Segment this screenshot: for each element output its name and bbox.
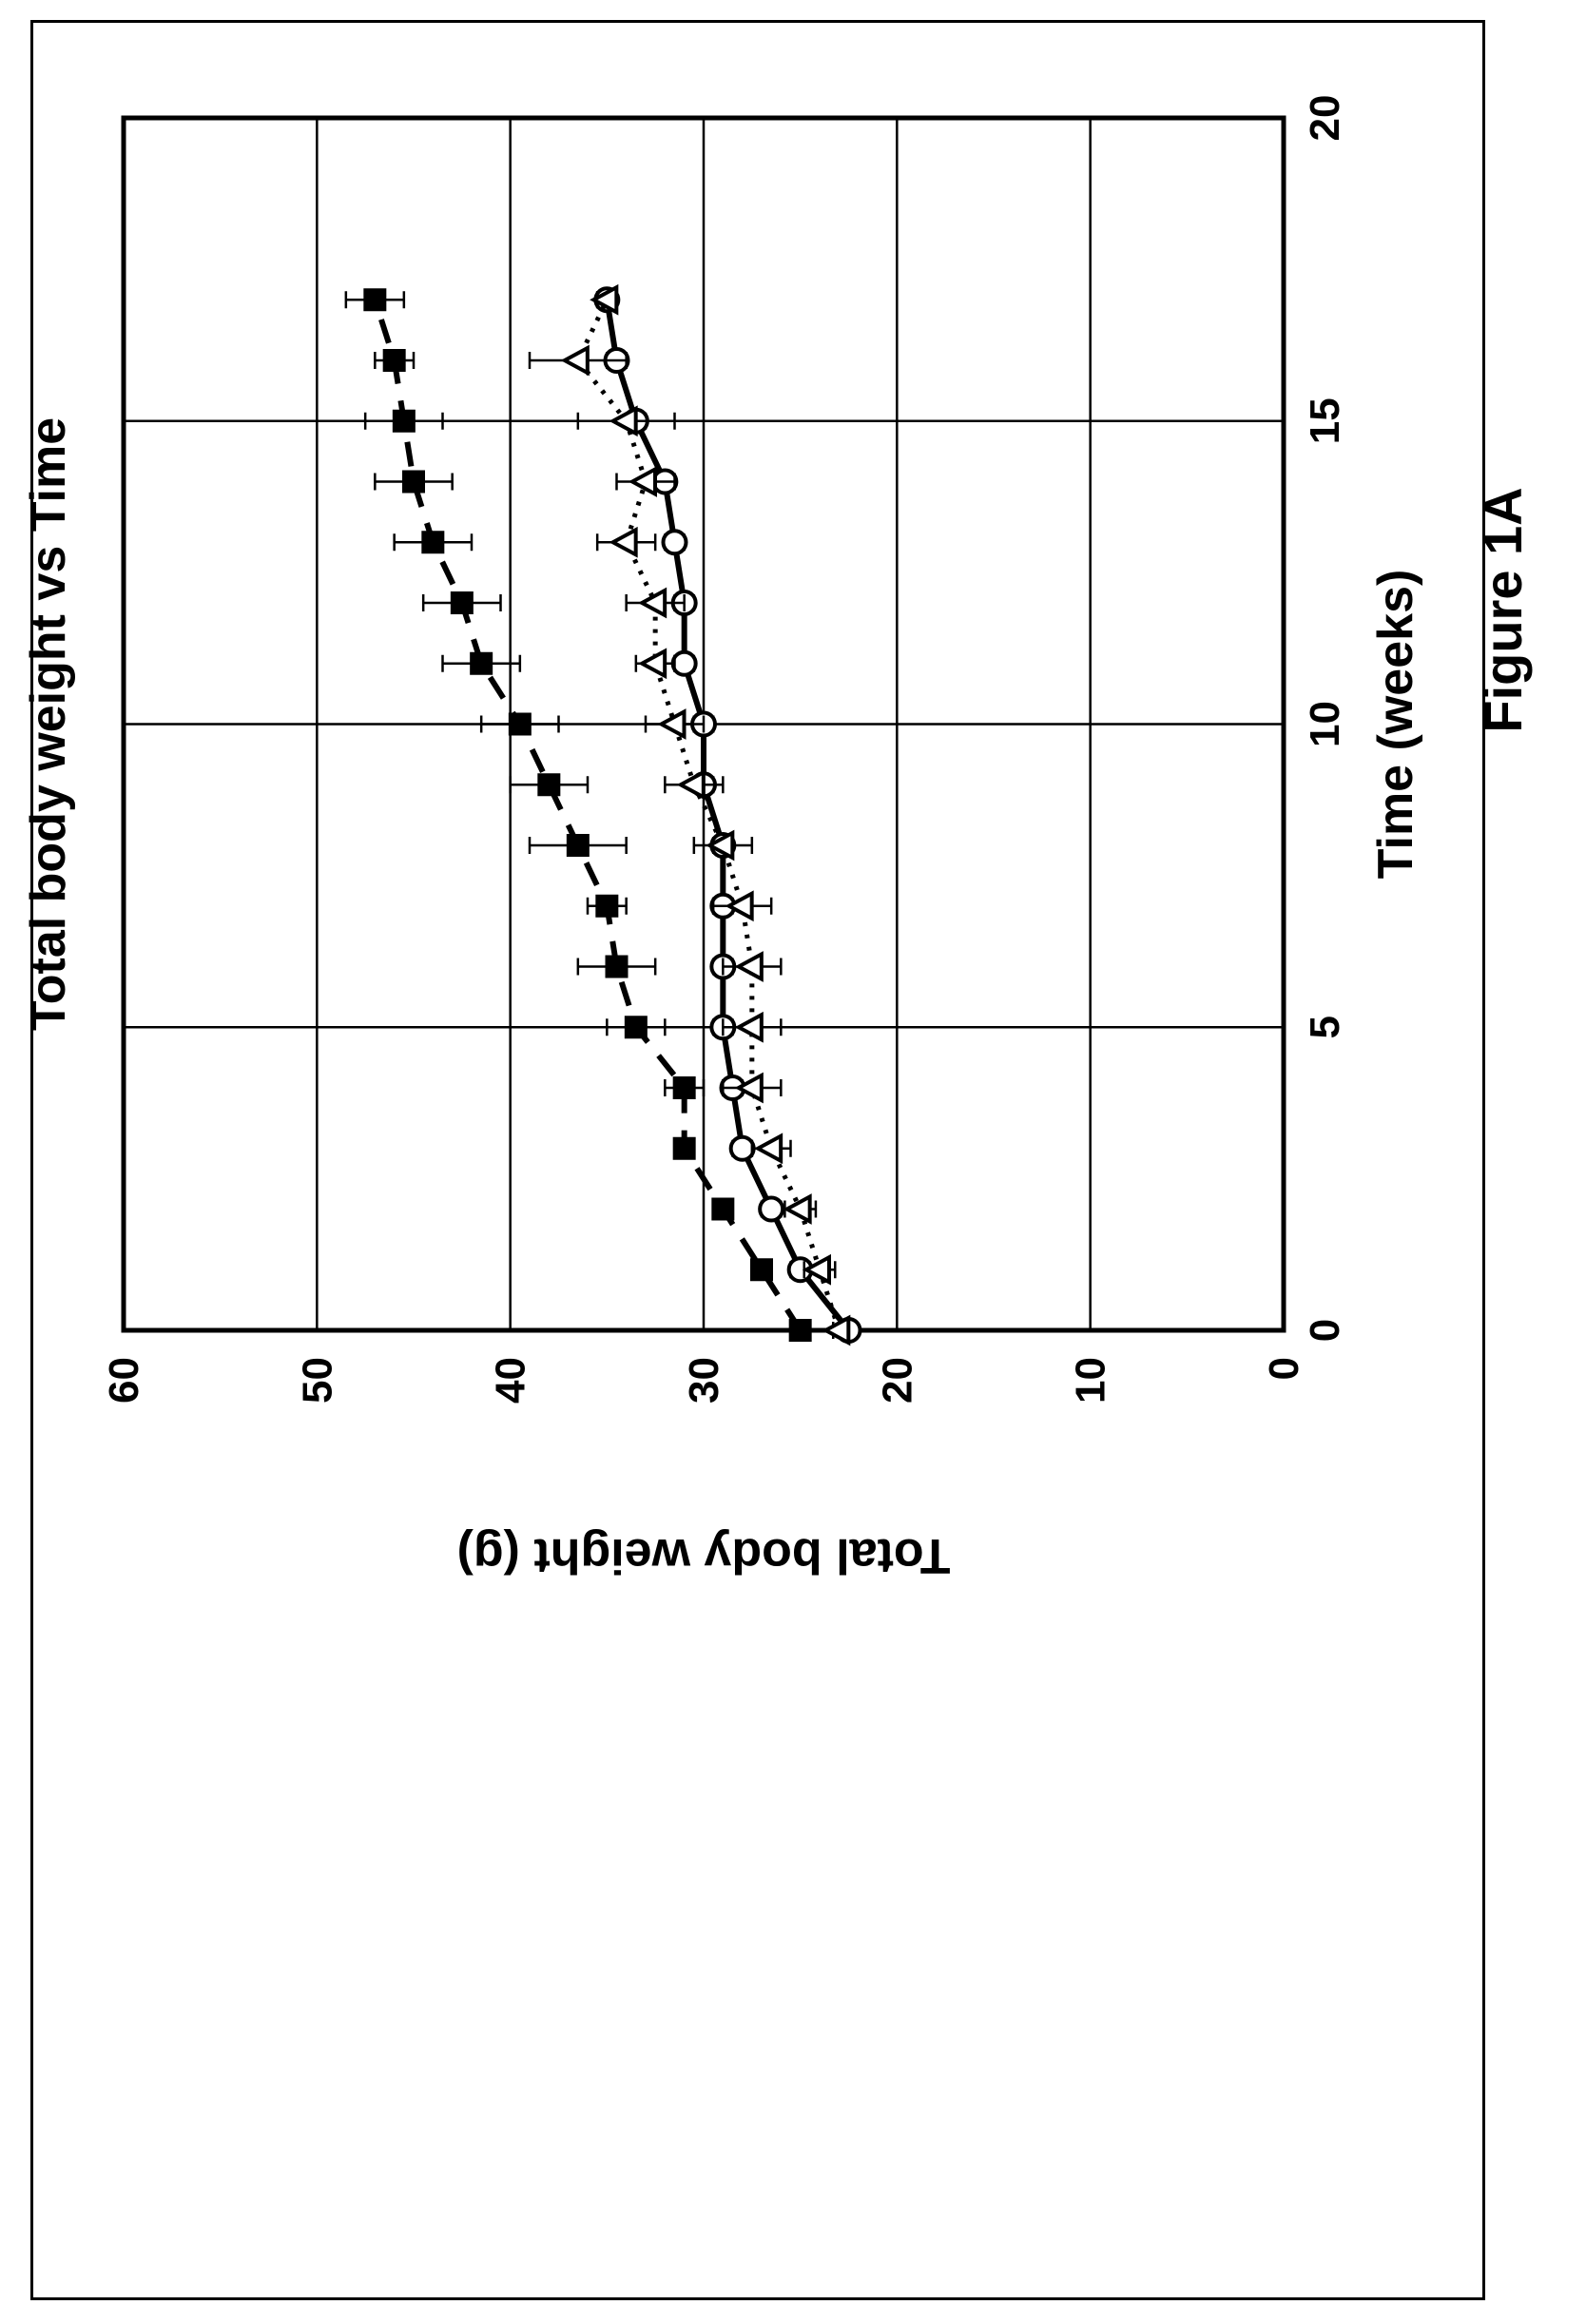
data-point bbox=[595, 894, 619, 918]
data-point bbox=[508, 712, 532, 736]
data-point bbox=[590, 283, 619, 316]
data-point bbox=[788, 1319, 812, 1342]
grid-lines bbox=[124, 118, 1284, 1330]
data-point bbox=[750, 1258, 773, 1282]
data-point bbox=[421, 531, 445, 554]
data-point bbox=[624, 1016, 648, 1039]
data-point bbox=[670, 649, 698, 677]
x-tick-label: 5 bbox=[1302, 1016, 1348, 1038]
data-point bbox=[672, 1136, 696, 1160]
y-axis-title: Total body weight (g) bbox=[457, 1528, 951, 1583]
series-hfd-control bbox=[344, 288, 812, 1342]
x-axis-ticks: 0 5 10 15 20 bbox=[1302, 95, 1348, 1343]
data-point bbox=[657, 708, 687, 740]
y-tick-label: 20 bbox=[874, 1357, 920, 1404]
y-tick-label: 0 bbox=[1261, 1357, 1307, 1380]
data-point bbox=[560, 344, 590, 377]
data-point bbox=[728, 1134, 756, 1162]
y-tick-label: 30 bbox=[681, 1357, 727, 1404]
data-point bbox=[402, 470, 425, 494]
data-point bbox=[382, 349, 406, 372]
data-point bbox=[605, 955, 629, 978]
data-point bbox=[628, 466, 657, 497]
data-point bbox=[392, 409, 416, 433]
series-layer bbox=[344, 283, 862, 1346]
y-tick-label: 50 bbox=[294, 1357, 340, 1404]
data-point bbox=[537, 773, 561, 797]
figure-label: Figure 1A bbox=[1473, 487, 1533, 732]
x-axis-title: Time (weeks) bbox=[1368, 570, 1423, 880]
data-point bbox=[363, 288, 387, 312]
chart-title: Total body weight vs Time bbox=[21, 417, 76, 1031]
x-tick-label: 10 bbox=[1302, 701, 1348, 747]
data-point bbox=[637, 648, 667, 680]
data-point bbox=[783, 1193, 812, 1225]
data-point bbox=[609, 405, 638, 437]
data-point bbox=[661, 529, 688, 556]
data-point bbox=[758, 1195, 785, 1223]
data-point bbox=[566, 834, 590, 857]
data-point bbox=[637, 587, 667, 619]
data-point bbox=[706, 829, 735, 862]
y-tick-label: 40 bbox=[488, 1357, 534, 1404]
data-point bbox=[725, 890, 754, 922]
data-point bbox=[734, 1072, 764, 1104]
x-tick-label: 0 bbox=[1302, 1319, 1348, 1342]
y-tick-label: 10 bbox=[1068, 1357, 1114, 1404]
data-point bbox=[470, 651, 493, 675]
data-point bbox=[609, 526, 638, 558]
data-point bbox=[711, 1197, 735, 1221]
data-point bbox=[753, 1133, 783, 1165]
data-point bbox=[734, 1011, 764, 1043]
series-iso-diet bbox=[528, 283, 851, 1346]
data-point bbox=[450, 591, 474, 614]
x-tick-label: 15 bbox=[1302, 397, 1348, 444]
data-point bbox=[802, 1253, 831, 1286]
y-axis-ticks: 0 10 20 30 40 50 60 bbox=[101, 1357, 1307, 1404]
data-point bbox=[672, 1076, 696, 1099]
page-border bbox=[30, 20, 1485, 2300]
data-point bbox=[676, 768, 706, 801]
x-tick-label: 20 bbox=[1302, 95, 1348, 142]
y-tick-label: 60 bbox=[101, 1357, 147, 1404]
data-point bbox=[734, 951, 764, 982]
data-point bbox=[822, 1314, 851, 1346]
